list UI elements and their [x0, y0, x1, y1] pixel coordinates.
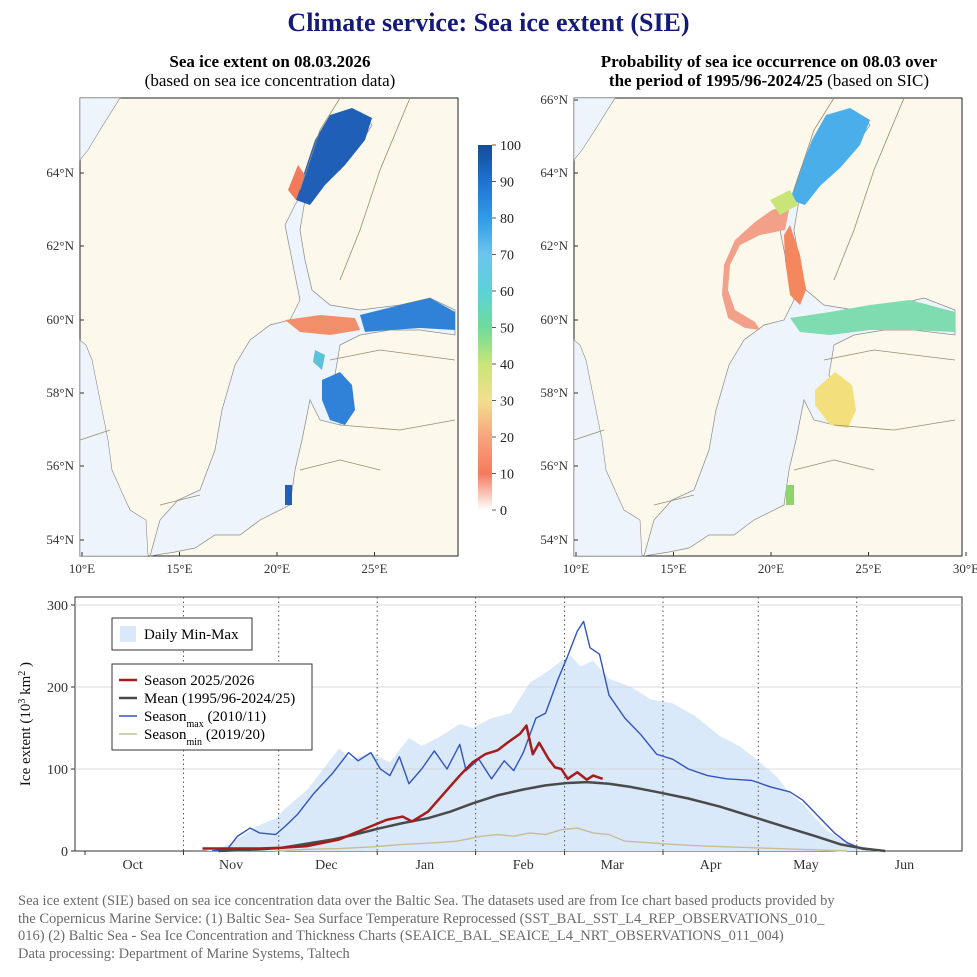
lat-label: 54°N [46, 532, 74, 547]
legend-minmax: Daily Min-Max [111, 617, 253, 651]
footer: Sea ice extent (SIE) based on sea ice co… [18, 893, 968, 963]
chart-y-axis-label: Ice extent (103 km2 ) [17, 662, 35, 786]
lat-label: 64°N [540, 165, 568, 180]
chart-y-axis-label-close: ) [18, 662, 34, 671]
lat-label: 60°N [540, 312, 568, 327]
lat-label: 66°N [540, 92, 568, 107]
lon-label: 25°E [361, 561, 387, 576]
right-map-title-line2-bold: the period of 1995/96-2024/25 [608, 71, 823, 90]
chart-y-axis-label-main: Ice extent (10 [18, 704, 34, 786]
lon-label: 15°E [660, 561, 686, 576]
y-tick-label: 0 [61, 845, 68, 860]
x-tick-label: Jan [415, 858, 434, 873]
colorbar-gradient [478, 145, 492, 510]
chart-y-axis-label-sup3: 3 [17, 699, 28, 704]
right-map-title: Probability of sea ice occurrence on 08.… [574, 52, 964, 90]
main-title: Climate service: Sea ice extent (SIE) [287, 8, 690, 37]
lat-label: 56°N [46, 458, 74, 473]
x-tick-label: Nov [219, 858, 243, 873]
legend-series: Season 2025/2026 Mean (1995/96-2024/25) … [111, 663, 313, 751]
y-tick-label: 300 [47, 599, 68, 614]
lat-label: 54°N [540, 532, 568, 547]
x-tick-label: Oct [123, 858, 143, 873]
chart-y-axis-label-unit: km [18, 675, 34, 698]
lon-label: 20°E [758, 561, 784, 576]
lat-label: 62°N [540, 238, 568, 253]
colorbar-tick-label: 80 [500, 212, 514, 227]
left-map-title-line1: Sea ice extent on 08.03.2026 [169, 52, 371, 71]
legend-min-rest: (2019/20) [202, 727, 265, 743]
colorbar-tick-label: 90 [500, 176, 514, 191]
lon-label: 20°E [264, 561, 290, 576]
lat-label: 64°N [46, 165, 74, 180]
y-tick-label: 100 [47, 763, 68, 778]
legend-minmax-label: Daily Min-Max [144, 627, 239, 643]
colorbar-tick-label: 50 [500, 322, 514, 337]
legend-max-sub: max [187, 719, 204, 730]
colorbar-tick-label: 30 [500, 395, 514, 410]
lat-label: 62°N [46, 238, 74, 253]
series-season-2025-2026 [202, 724, 604, 850]
right-map-title-line2-rest: (based on SIC) [822, 71, 930, 90]
x-tick-label: Feb [513, 858, 534, 873]
legend-min-main: Season [144, 727, 187, 743]
colorbar-tick-label: 100 [500, 139, 521, 154]
colorbar-tick-label: 20 [500, 431, 514, 446]
chart-y-axis-label-sup2: 2 [17, 671, 28, 676]
colorbar-tick-label: 40 [500, 358, 514, 373]
series-season-min [275, 827, 848, 852]
x-tick-label: Jun [895, 858, 914, 873]
lat-label: 58°N [540, 385, 568, 400]
x-tick-label: Apr [700, 858, 722, 873]
x-tick-label: Mar [601, 858, 625, 873]
series-season-max [211, 620, 886, 852]
lon-label: 15°E [166, 561, 192, 576]
colorbar-tick-label: 60 [500, 285, 514, 300]
lon-label: 25°E [855, 561, 881, 576]
colorbar-tick-label: 10 [500, 468, 514, 483]
legend-max-rest: (2010/11) [204, 709, 266, 725]
footer-line2: the Copernicus Marine Service: (1) Balti… [18, 910, 825, 927]
lat-label: 58°N [46, 385, 74, 400]
colorbar-tick-label: 70 [500, 249, 514, 264]
legend-series-box [111, 663, 313, 751]
lat-label: 56°N [540, 458, 568, 473]
legend-min-label: Seasonmin (2019/20) [144, 727, 265, 748]
colorbar-tick-label: 0 [500, 504, 507, 519]
lon-label: 30°E [953, 561, 977, 576]
legend-mean-label: Mean (1995/96-2024/25) [144, 691, 295, 707]
x-tick-label: May [793, 858, 819, 873]
x-tick-label: Dec [315, 858, 338, 873]
legend-min-sub: min [187, 737, 203, 748]
lat-label: 60°N [46, 312, 74, 327]
left-map-title-line2: (based on sea ice concentration data) [144, 71, 396, 90]
legend-minmax-swatch [120, 626, 136, 642]
footer-line1: Sea ice extent (SIE) based on sea ice co… [18, 893, 835, 909]
lon-label: 10°E [563, 561, 589, 576]
y-tick-label: 200 [47, 681, 68, 696]
lon-label: 10°E [69, 561, 95, 576]
left-map-title: Sea ice extent on 08.03.2026 (based on s… [80, 52, 460, 90]
legend-max-label: Seasonmax (2010/11) [144, 709, 266, 730]
legend-current-label: Season 2025/2026 [144, 673, 255, 689]
legend-max-main: Season [144, 709, 187, 725]
footer-line4: Data processing: Department of Marine Sy… [18, 945, 350, 962]
footer-line3: 016) (2) Baltic Sea - Sea Ice Concentrat… [18, 928, 784, 944]
right-map-title-line1: Probability of sea ice occurrence on 08.… [600, 52, 938, 71]
